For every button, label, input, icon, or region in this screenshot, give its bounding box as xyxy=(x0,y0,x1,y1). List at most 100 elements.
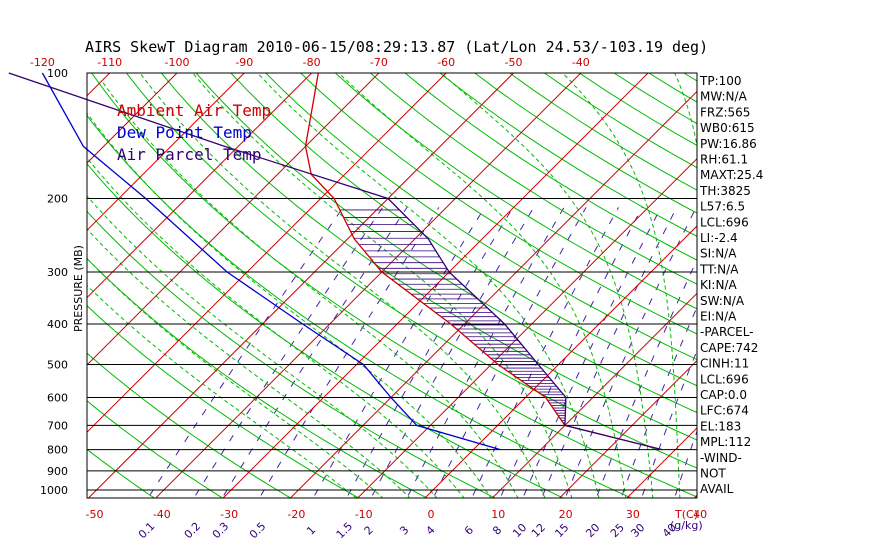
moist-adiabat-line xyxy=(87,112,492,498)
moist-adiabat-line xyxy=(87,284,357,498)
dry-adiabat-line xyxy=(195,73,697,414)
mixing-ratio-line xyxy=(314,207,486,496)
dew-point-temp-line xyxy=(41,72,501,451)
mixing-ratio-line xyxy=(523,207,662,496)
dry-adiabat-line xyxy=(87,114,633,498)
dry-adiabat-line xyxy=(87,400,224,498)
stability-index-item: LCL:696 xyxy=(700,215,749,229)
mixing-ratio-tick-label: 12 xyxy=(529,521,548,540)
top-temp-tick-label: -40 xyxy=(572,56,590,69)
top-temp-tick-label: -80 xyxy=(303,56,321,69)
stability-index-item: EI:N/A xyxy=(700,310,737,324)
dry-adiabat-line xyxy=(439,73,697,237)
dry-adiabat-line xyxy=(856,54,870,499)
top-temp-tick-label: -70 xyxy=(370,56,388,69)
top-temp-tick-label: -90 xyxy=(235,56,253,69)
stability-index-item: WB0:615 xyxy=(700,121,755,135)
bottom-temp-tick-label: -30 xyxy=(220,508,238,521)
moist-adiabat-line xyxy=(139,73,546,498)
mixing-ratio-tick-label: 1.5 xyxy=(334,520,356,542)
isotherm-line xyxy=(87,73,515,498)
isotherm-line xyxy=(491,292,697,498)
bottom-temp-tick-label: 40 xyxy=(693,508,707,521)
top-temp-tick-label: -50 xyxy=(505,56,523,69)
stability-index-item: FRZ:565 xyxy=(700,105,750,119)
dry-adiabat-line xyxy=(299,73,697,335)
y-axis-label: PRESSURE (MB) xyxy=(72,245,85,332)
dry-adiabat-line xyxy=(404,73,697,261)
stability-index-item: AVAIL xyxy=(700,482,734,496)
isotherm-line xyxy=(87,73,313,299)
stability-index-item: MAXT:25.4 xyxy=(700,168,763,182)
moist-adiabat-line xyxy=(440,73,654,498)
x-axis-unit-label: T(C) xyxy=(674,508,698,521)
isotherm-line xyxy=(761,54,870,499)
dry-adiabat-line xyxy=(125,73,697,469)
dry-adiabat-line xyxy=(473,73,697,214)
pressure-tick-label: 200 xyxy=(47,193,68,206)
pressure-tick-label: 100 xyxy=(47,67,68,80)
mixing-ratio-line xyxy=(621,306,697,496)
bottom-temp-tick-label: -50 xyxy=(86,508,104,521)
mixing-ratio-line xyxy=(371,207,535,496)
mixing-ratio-tick-label: 25 xyxy=(608,521,627,540)
top-temp-tick-label: -110 xyxy=(97,56,122,69)
mixing-ratio-ticks: 0.1 0.2 0.3 0.5 1 1.5 2 3 4 6 8 10 12 15 20 25 30 40 xyxy=(136,520,679,542)
isotherms xyxy=(87,54,870,499)
pressure-tick-label: 300 xyxy=(47,266,68,279)
isotherm-line xyxy=(87,73,178,164)
stability-index-item: CAPE:742 xyxy=(700,341,758,355)
plot-frame xyxy=(86,72,698,499)
top-temperature-ticks: -120 -110 -100 -90 -80 -70 -60 -50 -40 xyxy=(30,56,590,69)
mixing-ratio-tick-label: 0.5 xyxy=(247,520,269,542)
dry-adiabat-line xyxy=(788,54,870,499)
bottom-temp-tick-label: -40 xyxy=(153,508,171,521)
mixing-ratio-line xyxy=(596,258,697,496)
isotherm-line xyxy=(87,73,447,433)
moist-adiabat-line xyxy=(256,73,600,498)
mixing-ratio-tick-label: 3 xyxy=(397,523,411,537)
top-temp-tick-label: -60 xyxy=(437,56,455,69)
isotherm-line xyxy=(87,73,380,366)
air-parcel-temp-line xyxy=(8,72,663,451)
bottom-temperature-ticks: -50 -40 -30 -20 -10 0 10 20 30 40 xyxy=(86,508,708,521)
profile-lines xyxy=(8,72,663,451)
stability-index-item: NOT xyxy=(700,467,726,481)
stability-index-item: LCL:696 xyxy=(700,372,749,386)
stability-index-item: EL:183 xyxy=(700,419,741,433)
dry-adiabat-line xyxy=(265,73,697,361)
ambient-air-temp-line xyxy=(304,72,663,451)
top-temp-tick-label: -100 xyxy=(165,56,190,69)
dry-adiabat-line xyxy=(87,163,565,498)
stability-index-item: RH:61.1 xyxy=(700,153,748,167)
dry-adiabat-line xyxy=(369,73,697,285)
stability-index-item: CAP:0.0 xyxy=(700,388,747,402)
stability-index-item: TT:N/A xyxy=(699,262,739,276)
dry-adiabat-line xyxy=(755,54,870,499)
stability-index-item: LFC:674 xyxy=(700,404,749,418)
pressure-tick-label: 500 xyxy=(47,358,68,371)
mixing-ratio-tick-label: 1 xyxy=(304,523,318,537)
moist-adiabat-line xyxy=(337,73,627,498)
dry-adiabat-line xyxy=(334,73,697,310)
pressure-tick-label: 800 xyxy=(47,444,68,457)
isobars xyxy=(87,198,697,491)
stability-index-item: TH:3825 xyxy=(699,184,751,198)
mixing-ratio-tick-label: 10 xyxy=(510,521,529,540)
dry-adiabat-line xyxy=(90,73,697,498)
legend: Ambient Air Temp Dew Point Temp Air Parc… xyxy=(117,101,271,164)
cape-hatching xyxy=(339,209,566,424)
moist-adiabat-line xyxy=(192,73,573,498)
dry-adiabat-line xyxy=(87,305,360,498)
isotherm-line xyxy=(828,54,870,499)
mixing-ratio-line xyxy=(542,207,678,496)
legend-dew-point-temp: Dew Point Temp xyxy=(117,123,252,142)
stability-index-item: KI:N/A xyxy=(700,278,737,292)
stability-index-item: PW:16.86 xyxy=(700,137,757,151)
isotherm-line xyxy=(558,359,697,498)
stability-index-item: -PARCEL- xyxy=(700,325,754,339)
mixing-ratio-line xyxy=(500,207,643,496)
mixing-ratio-tick-label: 6 xyxy=(462,523,476,537)
